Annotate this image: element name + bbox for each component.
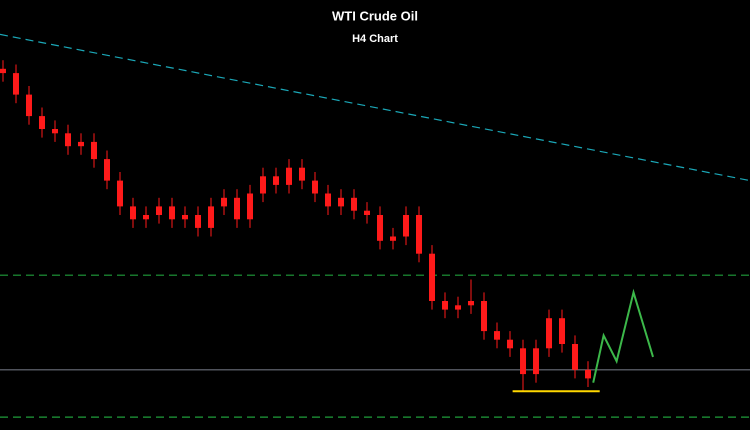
candle-body [168, 206, 175, 220]
candle-body [286, 167, 293, 185]
candle-body [207, 206, 214, 228]
candle-body [194, 215, 201, 228]
candle-body [377, 215, 384, 241]
candle-body [0, 68, 6, 74]
candle-body [572, 344, 579, 370]
candle-body [116, 180, 123, 207]
candle-body [416, 215, 423, 254]
candle-body [351, 197, 358, 211]
projection-path [592, 288, 654, 383]
trendline [0, 33, 750, 182]
candle-body [546, 318, 553, 349]
candle-body [181, 215, 188, 220]
candle-body [325, 193, 332, 207]
candle-body [103, 159, 110, 181]
candle-body [520, 348, 527, 375]
candle-body [494, 331, 501, 340]
candle-body [129, 206, 136, 220]
chart-subtitle: H4 Chart [352, 33, 398, 45]
candle-body [51, 129, 58, 134]
candle-body [585, 369, 592, 379]
candle-body [247, 193, 253, 220]
candle-body [273, 176, 280, 185]
candle-body [299, 167, 306, 181]
candle-body [260, 176, 267, 194]
candle-body [312, 180, 319, 194]
candle-body [442, 301, 449, 310]
candle-body [533, 348, 540, 375]
candle-body [338, 197, 345, 207]
candle-body [233, 197, 240, 220]
candle-body [90, 141, 97, 160]
candle-body [468, 301, 475, 306]
candle-body [77, 141, 84, 147]
candle-body [507, 339, 514, 349]
candle-body [390, 236, 397, 241]
candle-body [455, 305, 462, 310]
chart-title: WTI Crude Oil [332, 8, 418, 23]
candle-body [38, 116, 45, 129]
candle-body [481, 301, 488, 332]
candle-body [12, 73, 19, 95]
candle-body [364, 210, 371, 215]
candle-body [25, 94, 32, 117]
candle-body [220, 197, 227, 207]
candle-body [403, 215, 410, 237]
candle-body [559, 318, 566, 344]
candle-body [64, 133, 71, 147]
candle-body [142, 215, 149, 220]
candle-body [155, 206, 162, 215]
candle-body [429, 253, 436, 301]
